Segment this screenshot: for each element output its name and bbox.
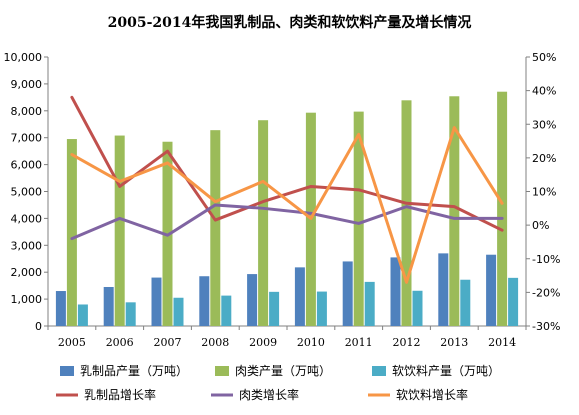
bar-2: [66, 139, 77, 326]
bar-1: [103, 286, 114, 326]
chart-title: 2005-2014年我国乳制品、肉类和软饮料产量及增长情况: [108, 14, 472, 31]
left-tick-label: 6,000: [11, 159, 43, 172]
x-tick-label: 2008: [201, 336, 229, 349]
bar-1: [486, 254, 497, 326]
bar-3: [364, 281, 375, 326]
right-tick-label: -20%: [532, 286, 560, 299]
bar-1: [247, 274, 258, 326]
x-tick-label: 2010: [297, 336, 325, 349]
bar-1: [342, 261, 353, 326]
legend-label: 软饮料增长率: [396, 387, 468, 402]
left-tick-label: 1,000: [11, 293, 43, 306]
left-tick-label: 7,000: [11, 132, 43, 145]
left-tick-label: 10,000: [4, 51, 43, 64]
bar-3: [173, 297, 184, 326]
line-series-3: [70, 126, 504, 284]
bar-1: [294, 267, 305, 326]
legend-swatch: [60, 366, 74, 376]
x-tick-label: 2007: [154, 336, 182, 349]
bar-3: [508, 277, 519, 326]
x-tick-label: 2012: [393, 336, 421, 349]
x-tick-label: 2005: [58, 336, 86, 349]
left-tick-label: 2,000: [11, 266, 43, 279]
right-tick-label: 30%: [532, 118, 556, 131]
left-tick-label: 8,000: [11, 105, 43, 118]
left-tick-label: 3,000: [11, 239, 43, 252]
bar-2: [353, 111, 364, 327]
left-tick-label: 5,000: [11, 186, 43, 199]
right-tick-label: -30%: [532, 320, 560, 333]
bar-1: [438, 253, 449, 326]
bar-2: [258, 120, 269, 326]
right-tick-label: 50%: [532, 51, 556, 64]
legend-label: 乳制品产量（万吨）: [80, 364, 188, 378]
bar-2: [401, 100, 412, 327]
legend-label: 软饮料产量（万吨）: [392, 364, 500, 378]
x-tick-label: 2013: [440, 336, 468, 349]
bar-3: [221, 295, 232, 326]
bar-2: [210, 130, 221, 326]
bar-3: [412, 290, 423, 326]
bar-2: [114, 135, 125, 326]
x-tick-label: 2014: [488, 336, 516, 349]
bar-1: [55, 291, 66, 326]
x-tick-label: 2011: [345, 336, 373, 349]
legend-swatch: [372, 366, 386, 376]
legend-swatch: [215, 366, 229, 376]
line-series-2: [70, 203, 504, 241]
bar-3: [316, 291, 327, 326]
x-tick-label: 2006: [106, 336, 134, 349]
plot-area: 0 1,000 2,000 3,000 4,000 5,000 6,000 7,000 8,00…: [4, 51, 561, 349]
bar-1: [199, 276, 210, 326]
bar-2: [449, 96, 460, 326]
right-tick-label: 40%: [532, 85, 556, 98]
legend-label: 肉类产量（万吨）: [235, 364, 331, 378]
bar-3: [460, 279, 471, 326]
left-tick-label: 9,000: [11, 78, 43, 91]
legend-label: 乳制品增长率: [84, 387, 156, 402]
legend-label: 肉类增长率: [239, 387, 299, 402]
bar-3: [125, 302, 136, 326]
right-tick-label: 10%: [532, 186, 556, 199]
left-tick-label: 0: [35, 320, 42, 333]
right-tick-label: 20%: [532, 152, 556, 165]
bar-3: [269, 291, 280, 326]
bar-1: [151, 277, 162, 326]
right-tick-label: 0%: [532, 219, 549, 232]
x-tick-label: 2009: [249, 336, 277, 349]
bar-2: [497, 91, 508, 327]
right-tick-label: -10%: [532, 253, 560, 266]
legend: 乳制品产量（万吨） 肉类产量（万吨） 软饮料产量（万吨） 乳制品增长率 肉类增长率 软饮料…: [56, 364, 500, 402]
bar-1: [390, 257, 401, 326]
left-tick-label: 4,000: [11, 212, 43, 225]
bar-3: [77, 304, 88, 326]
